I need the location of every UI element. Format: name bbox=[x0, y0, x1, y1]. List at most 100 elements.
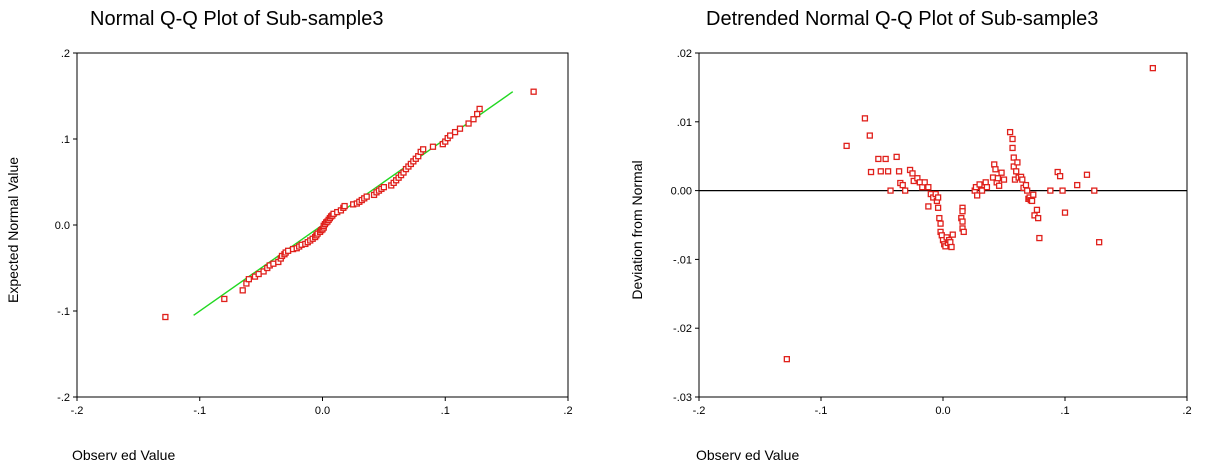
data-point-detrended bbox=[1033, 206, 1041, 214]
data-point-detrended bbox=[1059, 187, 1066, 194]
data-point-qq bbox=[429, 143, 437, 150]
data-point-detrended bbox=[1056, 173, 1064, 180]
y-axis-label-qq: Expected Normal Value bbox=[5, 157, 21, 303]
data-point-qq bbox=[260, 268, 267, 275]
data-point-detrended bbox=[783, 356, 790, 363]
y-tick-label-qq: .1 bbox=[61, 134, 70, 146]
data-point-detrended bbox=[1028, 197, 1036, 205]
y-tick-label-detrended: .02 bbox=[677, 48, 692, 60]
x-tick-label-qq: -.2 bbox=[71, 405, 84, 417]
x-tick-label-detrended: -.2 bbox=[693, 405, 706, 417]
data-point-qq bbox=[476, 105, 483, 113]
data-point-detrended bbox=[1000, 176, 1008, 183]
data-point-detrended bbox=[1035, 214, 1042, 222]
data-point-qq bbox=[420, 146, 427, 153]
y-tick-label-detrended: .01 bbox=[677, 117, 692, 129]
data-point-detrended bbox=[1036, 234, 1043, 242]
x-axis-label-qq: Observ ed Value bbox=[72, 447, 176, 463]
y-tick-label-detrended: -.01 bbox=[673, 254, 692, 266]
data-point-qq bbox=[245, 276, 253, 283]
y-tick-label-detrended: -.03 bbox=[673, 392, 692, 404]
data-point-qq bbox=[530, 88, 537, 95]
data-point-detrended bbox=[893, 153, 900, 161]
data-point-detrended bbox=[882, 155, 889, 163]
data-point-detrended bbox=[909, 170, 916, 177]
data-point-detrended bbox=[921, 179, 928, 186]
data-point-detrended bbox=[1091, 187, 1098, 194]
y-tick-label-qq: -.2 bbox=[57, 392, 70, 404]
data-point-detrended bbox=[937, 220, 944, 227]
data-point-detrended bbox=[994, 175, 1002, 182]
data-point-qq bbox=[162, 313, 169, 321]
data-point-detrended bbox=[875, 155, 882, 163]
x-tick-label-detrended: .2 bbox=[1182, 405, 1191, 417]
x-tick-label-qq: 0.0 bbox=[315, 405, 330, 417]
data-point-detrended bbox=[1013, 168, 1020, 175]
data-point-qq bbox=[447, 132, 454, 139]
data-point-detrended bbox=[1009, 144, 1016, 152]
data-point-qq bbox=[221, 295, 228, 303]
data-point-qq bbox=[470, 116, 477, 123]
data-point-qq bbox=[465, 120, 472, 127]
chart-title-qq: Normal Q-Q Plot of Sub-sample3 bbox=[90, 8, 384, 30]
data-point-detrended bbox=[1149, 64, 1156, 72]
data-point-detrended bbox=[1096, 239, 1103, 246]
data-point-detrended bbox=[995, 182, 1003, 189]
data-point-detrended bbox=[960, 228, 967, 236]
y-axis-label-detrended: Deviation from Normal bbox=[629, 160, 645, 299]
data-point-detrended bbox=[884, 168, 892, 175]
data-point-detrended bbox=[1022, 181, 1030, 189]
data-point-qq bbox=[284, 247, 292, 254]
data-point-qq bbox=[239, 287, 246, 294]
data-point-qq bbox=[363, 193, 370, 200]
data-point-detrended bbox=[992, 166, 999, 173]
chart-title-detrended: Detrended Normal Q-Q Plot of Sub-sample3 bbox=[706, 8, 1099, 30]
data-point-detrended bbox=[861, 115, 869, 122]
data-point-detrended bbox=[1061, 209, 1069, 216]
data-point-detrended bbox=[843, 142, 850, 150]
y-tick-label-detrended: 0.00 bbox=[671, 186, 692, 198]
y-tick-label-qq: 0.0 bbox=[55, 220, 70, 232]
data-point-qq bbox=[451, 128, 459, 136]
data-point-detrended bbox=[925, 203, 932, 210]
data-point-detrended bbox=[902, 187, 909, 194]
data-point-detrended bbox=[925, 184, 932, 191]
x-axis-label-detrended: Observ ed Value bbox=[696, 447, 800, 463]
data-point-detrended bbox=[959, 208, 966, 215]
data-point-detrended bbox=[1024, 187, 1031, 194]
data-point-detrended bbox=[1047, 187, 1054, 194]
data-point-detrended bbox=[974, 192, 981, 199]
data-point-detrended bbox=[1009, 135, 1016, 143]
data-point-qq bbox=[270, 260, 277, 267]
data-point-detrended bbox=[959, 218, 966, 225]
data-point-detrended bbox=[895, 168, 903, 175]
data-point-detrended bbox=[887, 187, 894, 194]
data-point-detrended bbox=[1019, 176, 1026, 183]
data-point-detrended bbox=[998, 169, 1005, 176]
x-tick-label-qq: -.1 bbox=[193, 405, 206, 417]
data-point-detrended bbox=[1014, 159, 1021, 166]
y-tick-label-qq: -.1 bbox=[57, 306, 70, 318]
data-point-detrended bbox=[983, 184, 991, 191]
data-point-detrended bbox=[949, 231, 956, 238]
data-point-detrended bbox=[867, 168, 875, 176]
data-point-detrended bbox=[1074, 181, 1081, 189]
data-point-detrended bbox=[877, 168, 884, 175]
data-point-detrended bbox=[934, 194, 942, 201]
data-point-detrended bbox=[1030, 191, 1037, 198]
data-point-detrended bbox=[1083, 171, 1091, 178]
data-point-qq bbox=[456, 125, 464, 132]
data-point-detrended bbox=[934, 204, 942, 211]
data-point-qq bbox=[255, 270, 262, 278]
data-point-detrended bbox=[866, 132, 873, 139]
y-tick-label-detrended: -.02 bbox=[673, 323, 692, 335]
x-tick-label-detrended: -.1 bbox=[815, 405, 828, 417]
data-point-qq bbox=[474, 110, 481, 118]
data-point-detrended bbox=[899, 181, 906, 189]
data-point-qq bbox=[341, 202, 348, 210]
data-point-detrended bbox=[936, 214, 943, 222]
x-tick-label-qq: .1 bbox=[441, 405, 450, 417]
data-point-qq bbox=[380, 184, 388, 191]
data-point-detrended bbox=[1010, 154, 1017, 161]
